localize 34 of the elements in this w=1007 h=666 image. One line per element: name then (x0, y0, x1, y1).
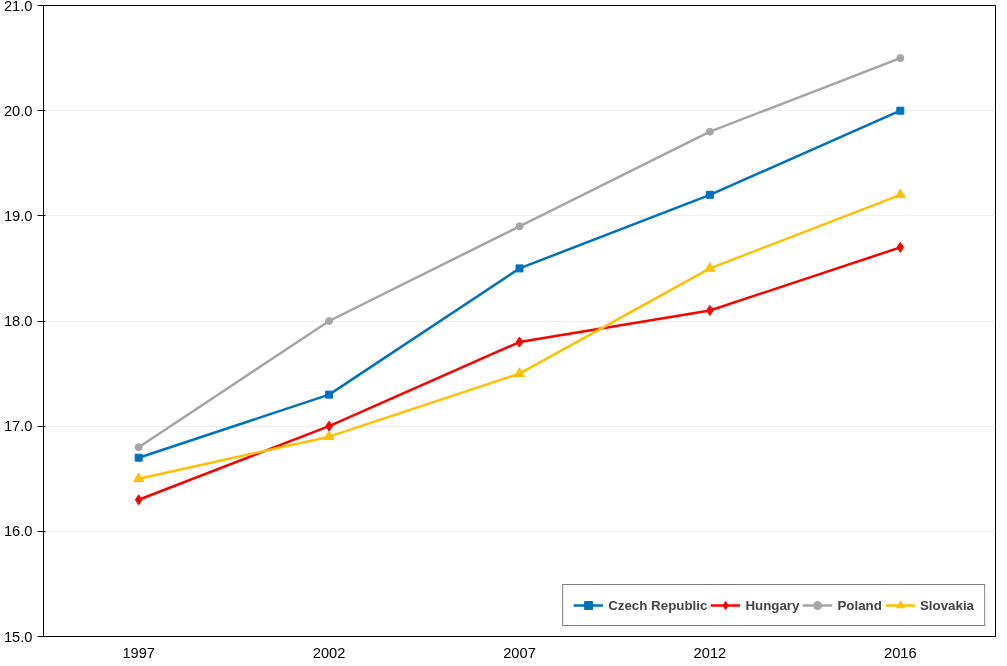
point (894, 188, 906, 199)
point (896, 54, 905, 63)
y-tick-label: 15.0 (3, 628, 33, 645)
legend-label: Czech Republic (608, 597, 708, 613)
y-tick-label: 21.0 (3, 0, 33, 14)
y-tick-label: 20.0 (3, 102, 33, 119)
point (134, 494, 143, 506)
point (896, 106, 905, 115)
point (896, 241, 905, 253)
point (515, 222, 524, 231)
legend-label: Hungary (745, 597, 800, 613)
point (705, 190, 714, 199)
x-tick-label: 2016 (884, 644, 917, 661)
point (134, 453, 143, 462)
point (325, 390, 334, 399)
point (133, 472, 145, 483)
y-tick-label: 17.0 (3, 418, 33, 435)
y-tick-label: 16.0 (3, 523, 33, 540)
point (705, 127, 714, 136)
x-tick-label: 2002 (312, 644, 346, 661)
x-tick-label: 1997 (122, 644, 156, 661)
point (704, 262, 716, 272)
legend-label: Slovakia (919, 597, 974, 613)
point (515, 336, 524, 348)
legend-label: Poland (837, 597, 882, 613)
point (514, 367, 525, 377)
point (515, 264, 524, 273)
point (323, 430, 335, 441)
x-tick-label: 2012 (693, 644, 727, 661)
y-tick-label: 19.0 (3, 207, 33, 224)
point (325, 317, 334, 325)
y-tick-label: 18.0 (3, 313, 33, 329)
x-tick-label: 2007 (503, 644, 536, 661)
point (134, 443, 143, 452)
